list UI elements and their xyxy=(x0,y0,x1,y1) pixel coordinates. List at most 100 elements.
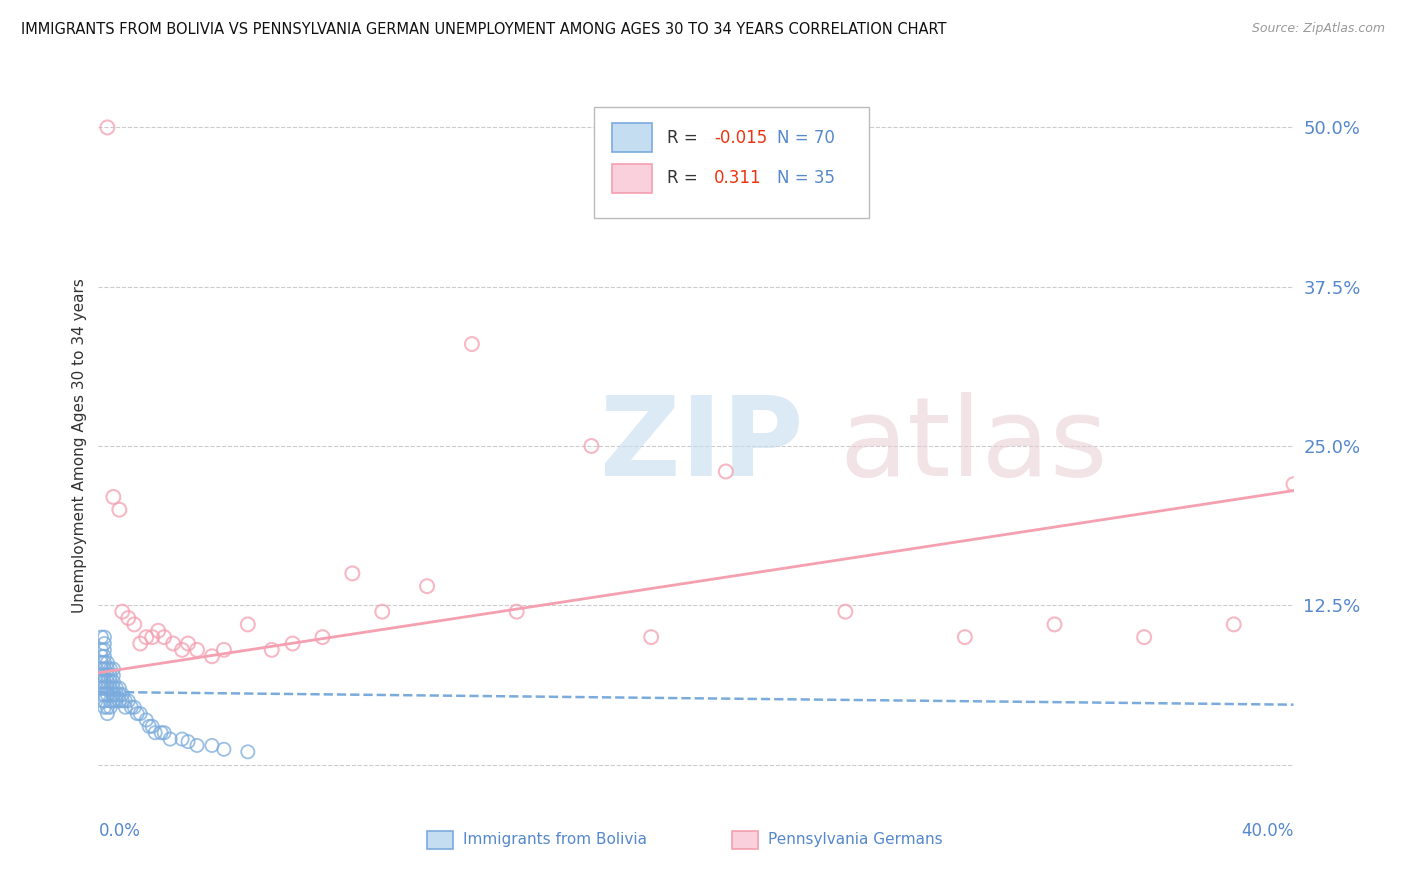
Point xyxy=(96,681,118,695)
Point xyxy=(96,656,118,670)
Point xyxy=(141,719,163,733)
Point xyxy=(141,630,163,644)
Point xyxy=(212,643,235,657)
Text: Pennsylvania Germans: Pennsylvania Germans xyxy=(768,832,942,847)
Point xyxy=(506,605,529,619)
Point xyxy=(96,700,118,714)
Point xyxy=(201,649,224,664)
Point xyxy=(416,579,439,593)
Point xyxy=(105,694,128,708)
Point xyxy=(103,674,125,689)
Point xyxy=(114,694,136,708)
Text: IMMIGRANTS FROM BOLIVIA VS PENNSYLVANIA GERMAN UNEMPLOYMENT AMONG AGES 30 TO 34 : IMMIGRANTS FROM BOLIVIA VS PENNSYLVANIA … xyxy=(21,22,946,37)
Point xyxy=(1223,617,1246,632)
Point xyxy=(1043,617,1066,632)
Point xyxy=(153,630,176,644)
Point xyxy=(111,688,134,702)
Point xyxy=(111,605,134,619)
Point xyxy=(96,674,118,689)
Point xyxy=(172,643,194,657)
Point xyxy=(1133,630,1156,644)
Point xyxy=(98,694,122,708)
Point xyxy=(90,643,112,657)
Point xyxy=(93,668,115,682)
Point xyxy=(98,681,122,695)
Point xyxy=(103,668,125,682)
Text: R =: R = xyxy=(668,169,703,187)
Point xyxy=(260,643,283,657)
Point xyxy=(143,725,166,739)
Point xyxy=(135,630,157,644)
Text: Immigrants from Bolivia: Immigrants from Bolivia xyxy=(463,832,647,847)
Point xyxy=(129,706,152,721)
Text: -0.015: -0.015 xyxy=(714,128,768,146)
Point xyxy=(172,732,194,747)
Text: ZIP: ZIP xyxy=(600,392,804,500)
Point xyxy=(98,662,122,676)
Text: N = 70: N = 70 xyxy=(778,128,835,146)
Point xyxy=(114,700,136,714)
Point xyxy=(111,694,134,708)
Text: 0.311: 0.311 xyxy=(714,169,762,187)
Point xyxy=(103,681,125,695)
Point xyxy=(93,649,115,664)
Point xyxy=(148,624,170,638)
Point xyxy=(138,719,160,733)
Point xyxy=(93,656,115,670)
Point xyxy=(342,566,364,581)
Point xyxy=(96,688,118,702)
Point xyxy=(162,636,184,650)
Point xyxy=(96,120,118,135)
Point xyxy=(103,662,125,676)
Point xyxy=(96,668,118,682)
Point xyxy=(177,636,200,650)
Point xyxy=(96,706,118,721)
Point xyxy=(108,694,131,708)
Point xyxy=(90,681,112,695)
Point xyxy=(186,739,208,753)
Point xyxy=(159,732,181,747)
Text: Source: ZipAtlas.com: Source: ZipAtlas.com xyxy=(1251,22,1385,36)
FancyBboxPatch shape xyxy=(613,164,652,193)
Text: N = 35: N = 35 xyxy=(778,169,835,187)
Point xyxy=(581,439,603,453)
Point xyxy=(186,643,208,657)
FancyBboxPatch shape xyxy=(733,831,758,849)
Text: atlas: atlas xyxy=(839,392,1108,500)
FancyBboxPatch shape xyxy=(613,123,652,152)
Point xyxy=(98,700,122,714)
Point xyxy=(90,662,112,676)
Point xyxy=(834,605,856,619)
FancyBboxPatch shape xyxy=(595,107,869,218)
Point xyxy=(311,630,333,644)
Point xyxy=(124,617,146,632)
Point xyxy=(90,649,112,664)
Point xyxy=(105,688,128,702)
Point xyxy=(103,490,125,504)
Point xyxy=(108,688,131,702)
Text: 0.0%: 0.0% xyxy=(98,822,141,840)
Point xyxy=(103,694,125,708)
Point xyxy=(135,713,157,727)
Point xyxy=(714,465,737,479)
Point xyxy=(93,636,115,650)
Point xyxy=(124,700,146,714)
Point xyxy=(98,674,122,689)
Point xyxy=(177,734,200,748)
Point xyxy=(1282,477,1305,491)
Point xyxy=(461,337,484,351)
Point xyxy=(150,725,173,739)
Text: 40.0%: 40.0% xyxy=(1241,822,1294,840)
Point xyxy=(371,605,394,619)
Point xyxy=(93,688,115,702)
Point xyxy=(90,656,112,670)
Point xyxy=(98,668,122,682)
Point xyxy=(93,643,115,657)
Point xyxy=(108,681,131,695)
Point xyxy=(93,694,115,708)
Point xyxy=(93,662,115,676)
Point xyxy=(281,636,304,650)
Text: R =: R = xyxy=(668,128,703,146)
Point xyxy=(953,630,976,644)
Point xyxy=(212,742,235,756)
